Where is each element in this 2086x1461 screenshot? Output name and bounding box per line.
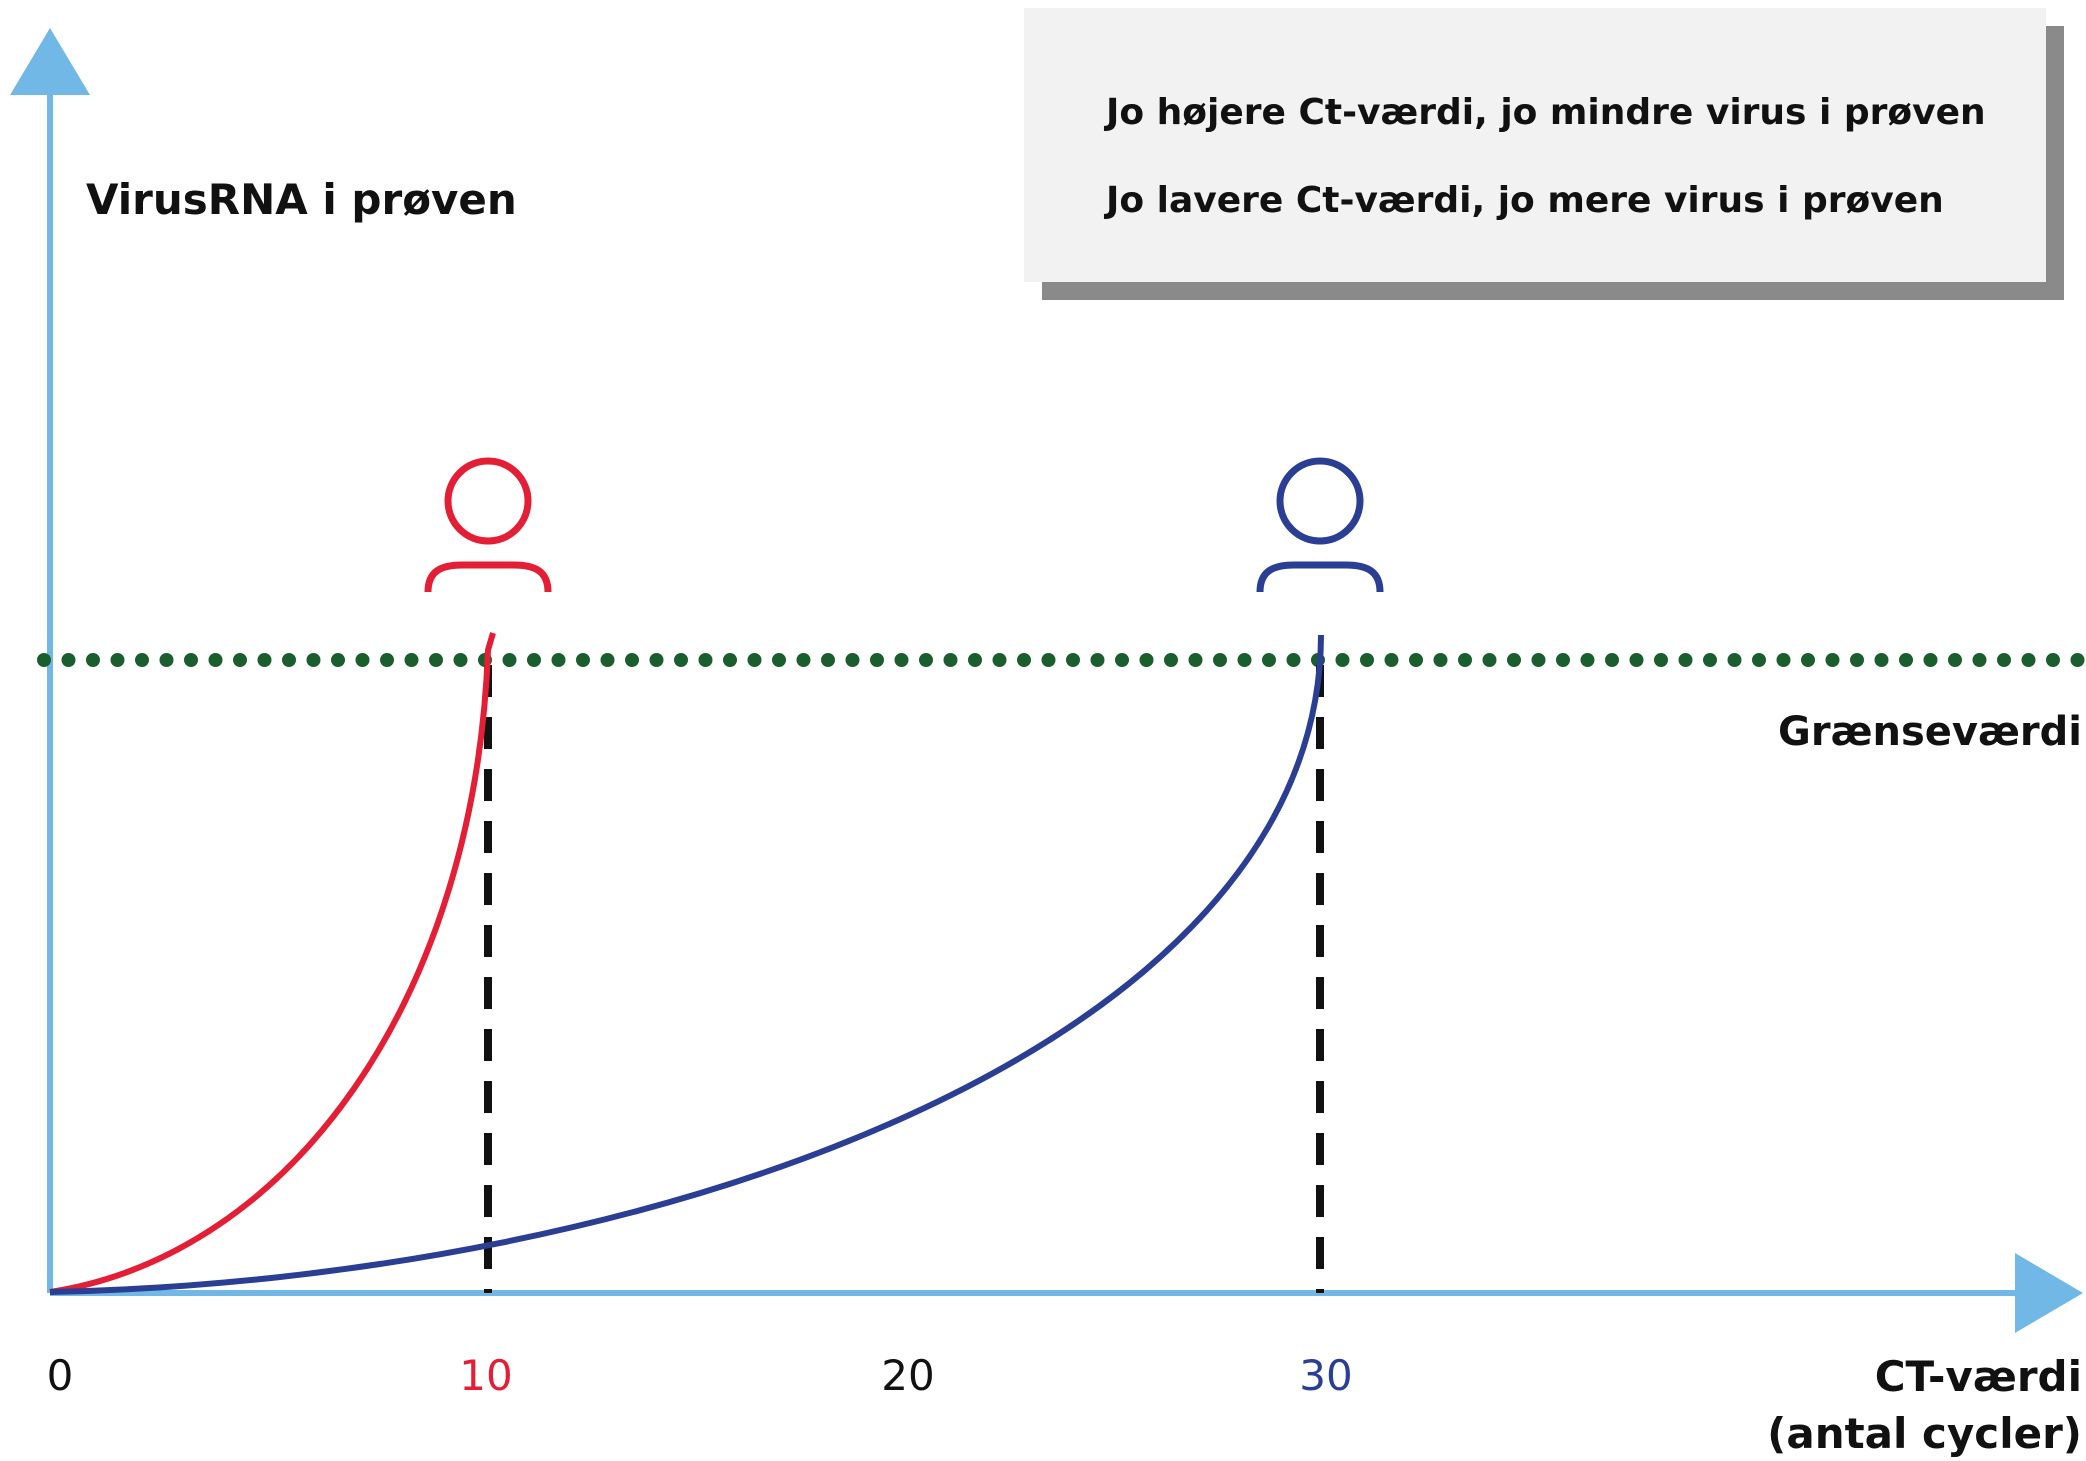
series-line-red [49,632,496,1295]
x-tick-label-20: 20 [881,1351,934,1400]
x-axis-label-line2: (antal cycler) [1767,1409,2082,1458]
person-icon-blue [1256,457,1384,593]
x-tick-label-30: 30 [1299,1351,1352,1400]
series-line-blue [49,634,1324,1295]
x-axis-label-line1: CT-værdi [1875,1352,2082,1401]
info-line-higher: Jo højere Ct-værdi, jo mindre virus i pr… [1106,92,1986,133]
threshold-label: Grænseværdi [1778,709,2082,755]
info-box: Jo højere Ct-værdi, jo mindre virus i pr… [1024,8,2046,282]
x-tick-label-10: 10 [459,1351,512,1400]
x-tick-label-0: 0 [47,1351,74,1400]
y-axis-label: VirusRNA i prøven [86,175,517,224]
x-axis-arrow-icon [2015,1253,2083,1333]
y-axis-arrow-icon [10,28,90,95]
info-line-lower: Jo lavere Ct-værdi, jo mere virus i prøv… [1106,180,1944,221]
person-icon-red [424,457,552,593]
